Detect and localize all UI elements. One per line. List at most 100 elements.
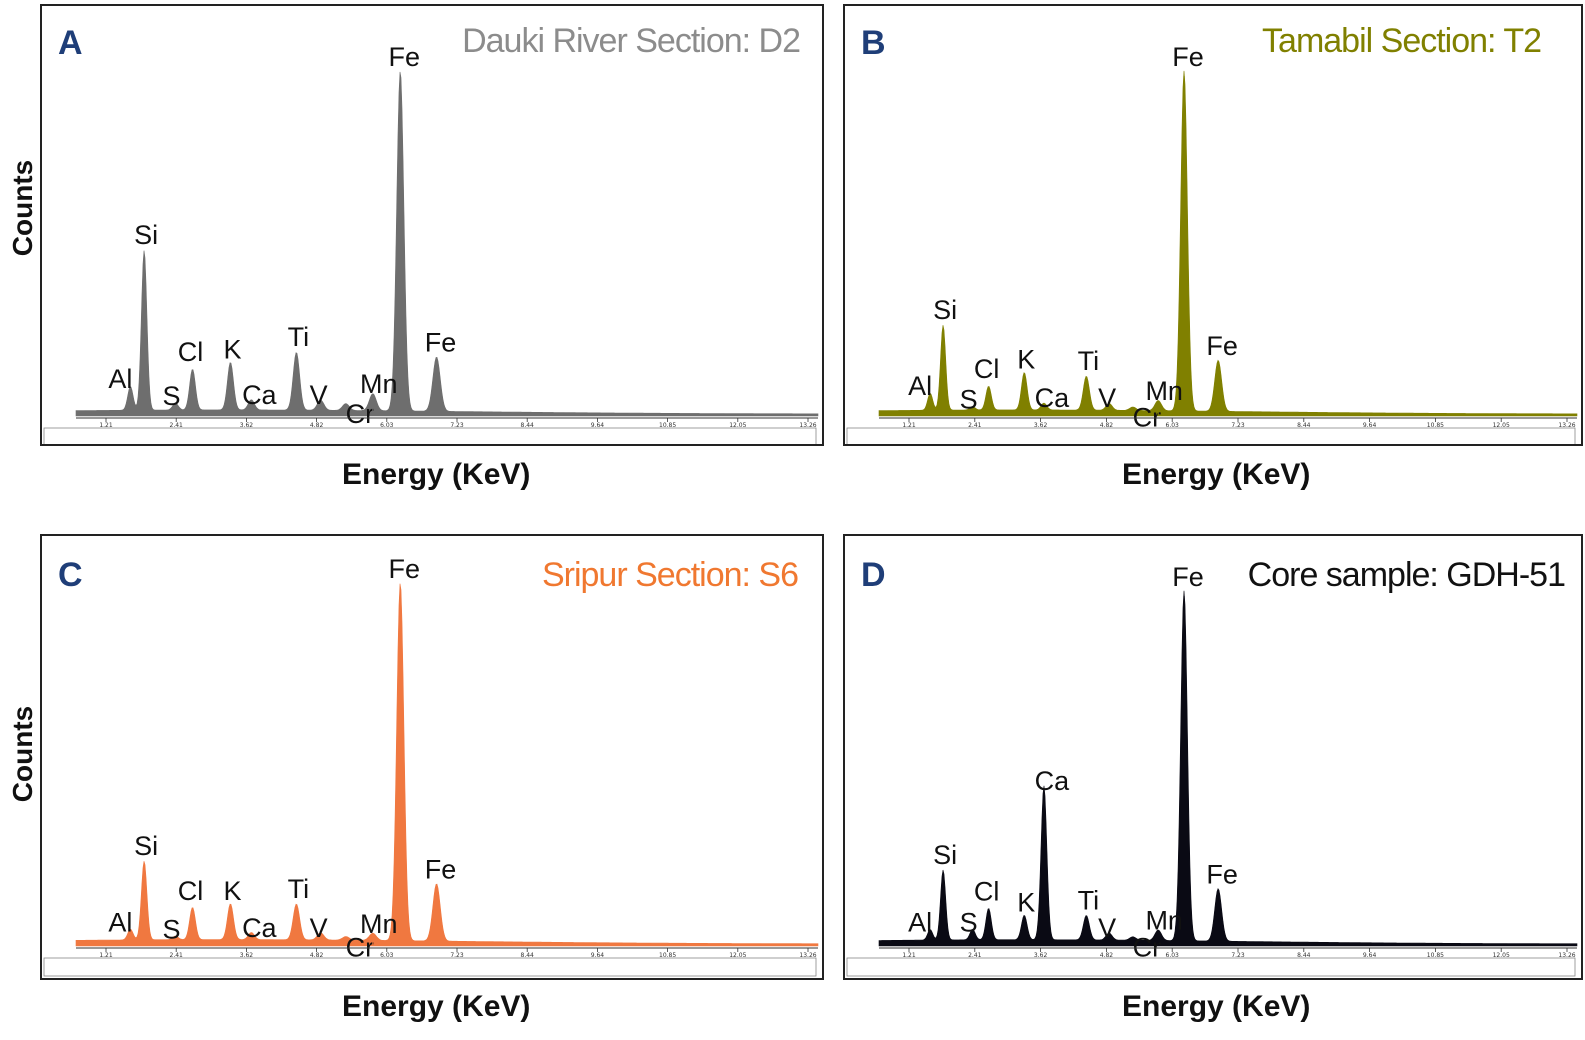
x-tick-label: 1.21 xyxy=(99,952,113,959)
peak-label-s: S xyxy=(162,914,180,944)
peak-label-si: Si xyxy=(134,220,158,250)
peak-label-mn: Mn xyxy=(360,909,398,939)
peak-label-ti: Ti xyxy=(1078,346,1100,376)
status-bar xyxy=(846,427,1576,444)
peak-label-fe: Fe xyxy=(1206,331,1238,361)
panel-label-b: B xyxy=(861,24,886,62)
x-tick-label: 7.23 xyxy=(1231,952,1245,959)
peak-label-mn: Mn xyxy=(360,369,398,399)
x-tick-label: 1.21 xyxy=(902,422,916,429)
peak-label-fe: Fe xyxy=(1172,562,1204,592)
x-tick-label: 12.05 xyxy=(1493,422,1510,429)
x-tick-label: 7.23 xyxy=(1231,422,1245,429)
panel-title-b: Tamabil Section: T2 xyxy=(1262,22,1542,60)
x-tick-label: 6.03 xyxy=(380,422,394,429)
peak-label-cl: Cl xyxy=(974,877,1000,907)
peak-label-ca: Ca xyxy=(242,913,277,943)
status-bar xyxy=(43,427,817,444)
peak-label-cl: Cl xyxy=(974,354,1000,384)
x-tick-label: 4.82 xyxy=(310,422,324,429)
peak-label-ti: Ti xyxy=(288,322,310,352)
x-axis-label-d: Energy (KeV) xyxy=(1122,990,1311,1023)
spectrum-area xyxy=(75,583,819,947)
peak-label-cr: Cr xyxy=(346,399,375,429)
x-tick-label: 4.82 xyxy=(310,952,324,959)
peak-label-cl: Cl xyxy=(178,337,204,367)
x-tick-label: 7.23 xyxy=(450,952,464,959)
x-axis-label-b: Energy (KeV) xyxy=(1122,458,1311,491)
status-bar xyxy=(43,957,817,977)
x-tick-label: 4.82 xyxy=(1100,422,1114,429)
peak-label-fe: Fe xyxy=(389,42,421,72)
x-tick-label: 2.41 xyxy=(968,952,982,959)
panel-label-d: D xyxy=(861,556,886,594)
x-tick-label: 1.21 xyxy=(902,952,916,959)
x-tick-label: 8.44 xyxy=(1297,952,1311,959)
peak-label-fe: Fe xyxy=(425,855,457,885)
x-tick-label: 13.26 xyxy=(1558,952,1575,959)
peak-label-v: V xyxy=(310,913,328,943)
x-tick-label: 12.05 xyxy=(729,952,746,959)
x-tick-label: 4.82 xyxy=(1100,952,1114,959)
peak-label-al: Al xyxy=(108,364,132,394)
x-tick-label: 13.26 xyxy=(1558,422,1575,429)
x-tick-label: 9.64 xyxy=(1363,952,1377,959)
spectrum-area xyxy=(75,71,819,417)
x-axis-label-c: Energy (KeV) xyxy=(342,990,531,1023)
x-tick-label: 3.62 xyxy=(240,422,254,429)
spectrum-panel-a: Al Si S Cl K Ca Ti V Cr Mn Fe Fe 1.21 2.41 3.62 4.82 6.0… xyxy=(40,4,824,446)
peak-label-al: Al xyxy=(908,371,932,401)
peak-label-fe: Fe xyxy=(1172,42,1204,72)
x-tick-label: 12.05 xyxy=(1493,952,1510,959)
x-tick-label: 6.03 xyxy=(1166,422,1180,429)
peak-label-fe: Fe xyxy=(1206,860,1238,890)
x-tick-label: 10.85 xyxy=(659,952,676,959)
x-tick-label: 7.23 xyxy=(450,422,464,429)
x-tick-label: 6.03 xyxy=(380,952,394,959)
peak-label-fe: Fe xyxy=(425,328,457,358)
peak-label-k: K xyxy=(1017,345,1035,375)
peak-label-ca: Ca xyxy=(242,380,277,410)
x-tick-label: 9.64 xyxy=(591,422,605,429)
y-axis-label-a: Counts xyxy=(7,159,38,257)
peak-label-k: K xyxy=(223,334,241,364)
peak-label-s: S xyxy=(162,381,180,411)
x-tick-label: 12.05 xyxy=(729,422,746,429)
x-tick-label: 10.85 xyxy=(1427,422,1444,429)
x-tick-label: 9.64 xyxy=(1363,422,1377,429)
peak-label-s: S xyxy=(960,385,978,415)
peak-label-ti: Ti xyxy=(1078,886,1100,916)
peak-label-k: K xyxy=(1017,888,1035,918)
x-tick-label: 13.26 xyxy=(799,952,816,959)
x-tick-label: 8.44 xyxy=(521,422,535,429)
spectrum-area xyxy=(878,70,1578,417)
x-tick-label: 3.62 xyxy=(1034,952,1048,959)
peak-label-mn: Mn xyxy=(1145,906,1183,936)
y-axis-label-c: Counts xyxy=(7,705,38,803)
panel-label-a: A xyxy=(58,24,83,62)
x-tick-label: 10.85 xyxy=(659,422,676,429)
peak-label-s: S xyxy=(960,908,978,938)
peak-label-cr: Cr xyxy=(346,932,375,962)
x-tick-label: 8.44 xyxy=(1297,422,1311,429)
peak-label-ca: Ca xyxy=(1035,383,1070,413)
x-axis-label-a: Energy (KeV) xyxy=(342,458,531,491)
peak-label-si: Si xyxy=(933,840,957,870)
x-tick-label: 3.62 xyxy=(1034,422,1048,429)
panel-label-c: C xyxy=(58,556,83,594)
x-tick-label: 8.44 xyxy=(521,952,535,959)
peak-label-al: Al xyxy=(908,908,932,938)
x-tick-label: 9.64 xyxy=(591,952,605,959)
spectrum-area xyxy=(878,590,1578,947)
spectrum-panel-b: Al Si S Cl K Ca Ti V Cr Mn Fe Fe 1.21 2.41 3.62 4.82 6.0… xyxy=(843,4,1583,446)
peak-label-si: Si xyxy=(933,295,957,325)
peak-label-cl: Cl xyxy=(178,876,204,906)
peak-label-v: V xyxy=(310,380,328,410)
peak-label-k: K xyxy=(223,876,241,906)
panel-title-c: Sripur Section: S6 xyxy=(541,556,799,594)
peak-label-ti: Ti xyxy=(288,874,310,904)
x-tick-label: 1.21 xyxy=(99,422,113,429)
